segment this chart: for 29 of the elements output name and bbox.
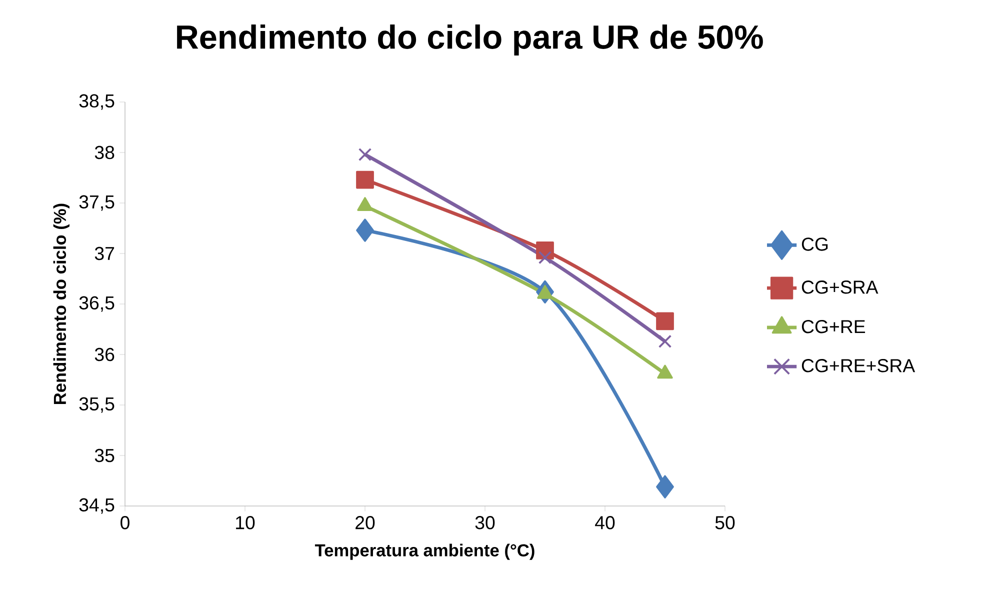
legend-label: CG [802,238,828,251]
y-tick-label: 37,5 [79,195,114,211]
legend-label: CG+SRA [802,280,878,294]
y-tick-label: 36 [94,348,114,362]
point [538,250,552,264]
point [356,218,374,242]
x-tick-label: 0 [120,516,130,530]
y-tick-label: 38,5 [79,94,114,110]
legend-label: CG+RE [802,320,866,334]
y-axis-title: Rendimento do ciclo (%) [53,204,70,404]
x-tick-label: 30 [475,516,495,530]
y-tick-label: 35 [94,448,114,462]
point [658,334,672,348]
x-tick-label: 20 [356,516,375,530]
legend-label: CG+RE+SRA [802,359,916,372]
y-tick-label: 37 [94,246,114,260]
y-tick-label: 38 [94,146,114,160]
point [358,148,372,162]
x-tick-label: 10 [236,516,255,530]
x-axis-title: Temperatura ambiente (°C) [314,544,534,560]
point [656,475,674,498]
y-tick-label: 35,5 [79,397,114,413]
y-tick-label: 36,5 [79,296,114,312]
x-tick-label: 40 [595,516,615,530]
chart-title: Rendimento do ciclo para UR de 50% [177,24,763,56]
point [356,170,374,189]
y-tick-label: 34,5 [79,498,114,514]
x-tick-label: 50 [715,516,735,530]
point [656,312,674,330]
